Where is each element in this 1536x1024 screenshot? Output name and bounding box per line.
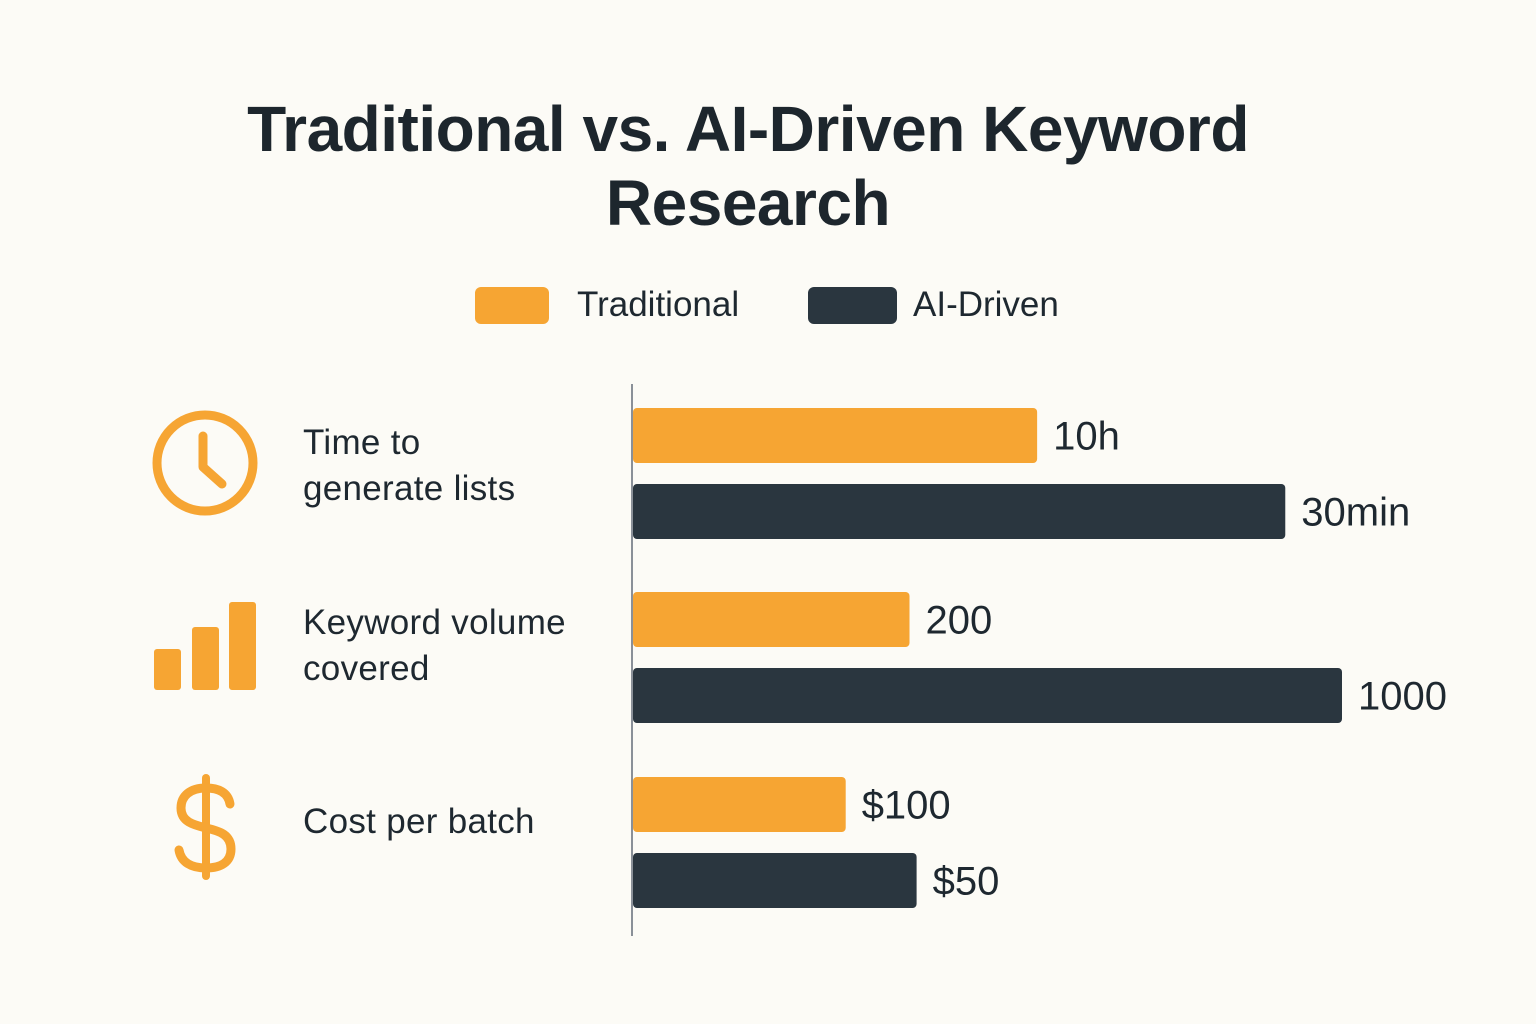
category-label-volume: Keyword volume covered	[303, 600, 566, 692]
category-label-time-line-1: Time to	[303, 423, 421, 462]
value-label-traditional-3: $100	[862, 784, 951, 828]
bar-traditional-1	[633, 408, 1038, 463]
bar-ai-driven-3	[633, 853, 917, 908]
bar-ai-driven-2	[633, 668, 1342, 723]
category-label-time-line-2: generate lists	[303, 469, 516, 508]
value-label-traditional-1: 10h	[1053, 415, 1120, 459]
legend-swatch-ai-driven	[808, 286, 897, 324]
category-label-time: Time to generate lists	[303, 420, 515, 512]
legend-label-ai-driven: AI-Driven	[913, 285, 1059, 324]
legend-item-traditional: Traditional	[475, 286, 739, 324]
value-label-ai-driven-1: 30min	[1301, 491, 1410, 535]
category-label-volume-line-2: covered	[303, 649, 430, 688]
chart-title: Traditional vs. AI-Driven Keyword Resear…	[0, 92, 1496, 240]
bar-ai-driven-1	[633, 484, 1286, 539]
category-label-cost: Cost per batch	[303, 799, 535, 845]
clock-icon	[152, 410, 258, 516]
category-label-cost-line-1: Cost per batch	[303, 802, 535, 841]
category-label-volume-line-1: Keyword volume	[303, 603, 566, 642]
chart-title-line-2: Research	[605, 167, 891, 239]
value-label-ai-driven-3: $50	[933, 860, 1000, 904]
dollar-icon	[174, 774, 236, 880]
value-label-ai-driven-2: 1000	[1358, 675, 1447, 719]
bar-traditional-2	[633, 592, 910, 647]
value-label-traditional-2: 200	[926, 599, 993, 643]
bar-traditional-3	[633, 777, 846, 832]
legend-swatch-traditional	[475, 286, 549, 324]
legend-item-ai-driven: AI-Driven	[808, 286, 1059, 324]
bar-chart-icon	[154, 602, 256, 690]
chart-title-line-1: Traditional vs. AI-Driven Keyword	[247, 93, 1249, 165]
legend-label-traditional: Traditional	[577, 285, 740, 324]
